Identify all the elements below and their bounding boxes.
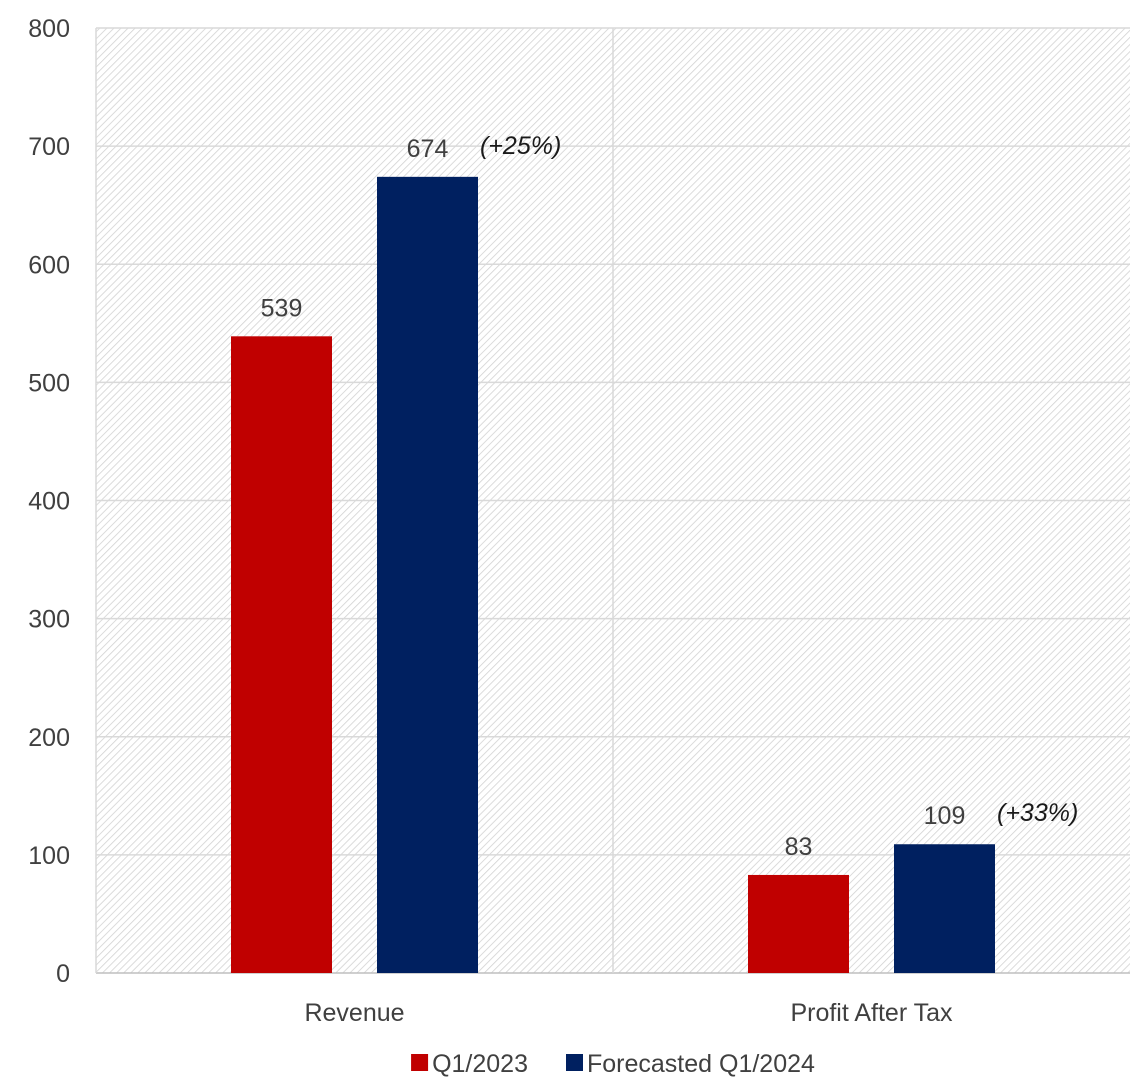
labels: 0 100 200 300 400 500 600 700 800 539 674 Revenue 83… [28,15,1078,1027]
legend-swatch [566,1054,583,1071]
y-tick-label: 100 [28,842,70,870]
change-annotation: (+25%) [480,132,561,160]
legend-label: Forecasted Q1/2024 [587,1050,815,1078]
change-annotation: (+33%) [997,799,1078,827]
y-tick-label: 0 [56,960,70,988]
data-label: 674 [407,135,449,163]
legend-swatch [411,1054,429,1071]
x-category-label: Profit After Tax [790,999,953,1027]
legend-item: Forecasted Q1/2024 [566,1050,815,1078]
data-label: 539 [261,294,303,322]
y-tick-label: 500 [28,369,70,397]
y-tick-label: 300 [28,606,70,634]
bar-profit-after-tax-series-0 [748,874,849,973]
bars [231,176,995,973]
legend-label: Q1/2023 [432,1050,528,1078]
bar-revenue-series-1 [377,176,478,973]
y-tick-label: 700 [28,133,70,161]
y-tick-label: 800 [28,15,70,43]
bar-profit-after-tax-series-1 [894,844,995,973]
y-tick-label: 600 [28,251,70,279]
y-tick-label: 200 [28,724,70,752]
data-label: 109 [924,802,966,830]
legend-item: Q1/2023 [411,1050,528,1078]
x-category-label: Revenue [304,999,404,1027]
legend: Q1/2023 Forecasted Q1/2024 [411,1050,815,1078]
bar-revenue-series-0 [231,336,332,973]
y-tick-label: 400 [28,488,70,516]
data-label: 83 [785,833,813,861]
